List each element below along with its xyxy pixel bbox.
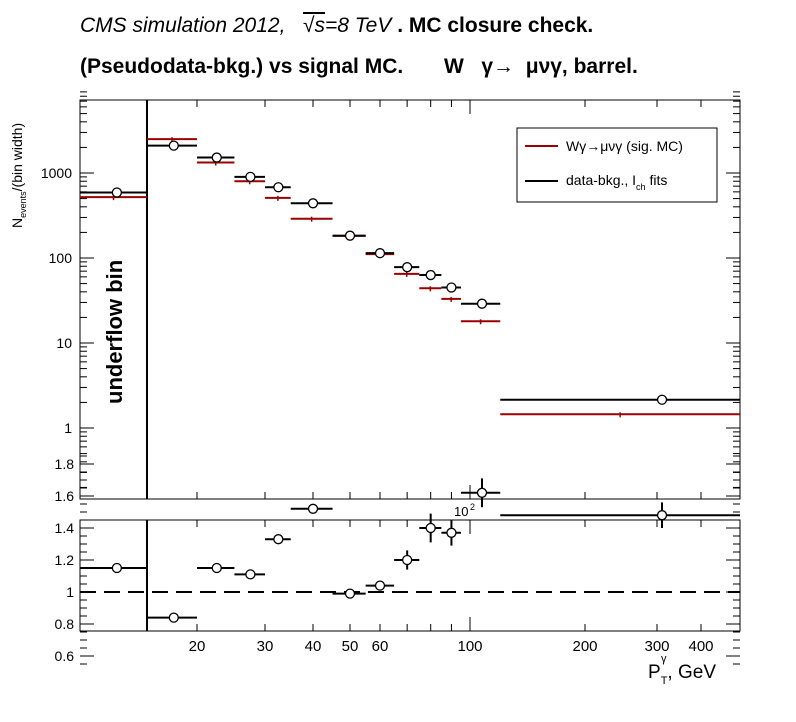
data-point (344, 230, 356, 241)
data-point (656, 394, 668, 405)
x-tick-label: 200 (572, 638, 597, 655)
title-closure: . MC closure check. (391, 14, 594, 37)
ratio-y-tick-label: 1 (66, 584, 74, 600)
legend-label-signal: Wγ→μνγ (sig. MC) (566, 138, 683, 154)
x-tick-label: 400 (688, 638, 713, 655)
legend-label-data: data-bkg., Ich fits (566, 172, 667, 192)
data-point (307, 198, 319, 209)
ratio-point (656, 510, 668, 521)
y-tick-label: 10 (56, 335, 72, 351)
data-point (111, 187, 123, 198)
y-tick-label: 100 (49, 250, 73, 266)
x-tick-label: 30 (257, 638, 274, 655)
ratio-point (374, 580, 386, 591)
ratio-point (211, 562, 222, 574)
ratio-y-tick-label: 1.6 (55, 488, 75, 504)
title-energy: =8 TeV (324, 14, 392, 37)
ratio-y-tick-label: 0.8 (55, 616, 75, 632)
ratio-point (273, 534, 284, 545)
data-point (168, 140, 179, 151)
x-exponent-sup: 2 (470, 502, 475, 512)
x-tick-label: 50 (342, 638, 359, 655)
x-axis-label-sup: γ (661, 653, 667, 665)
ratio-y-tick-label: 1.4 (55, 520, 75, 536)
y-tick-label: 1000 (41, 165, 72, 181)
ratio-y-tick-label: 1.2 (55, 552, 75, 568)
y-axis-label: Nevents/(bin width) (9, 123, 28, 228)
chart-title-line-2: (Pseudodata-bkg.) vs signal MC. W γ→ μνγ… (80, 55, 638, 78)
ratio-plot-panel: 0.6 0.8 1 1.2 1.4 1.6 1.8 20 30 40 50 60 100 200 300 40… (55, 455, 741, 687)
data-point (402, 262, 413, 273)
ratio-point (402, 554, 413, 566)
y-tick-label: 1 (64, 420, 72, 436)
ratio-point (307, 503, 319, 514)
data-point (446, 282, 457, 293)
ratio-point (245, 569, 256, 580)
data-point (425, 269, 436, 281)
x-tick-label: 100 (457, 638, 482, 655)
title-sim-label: CMS simulation 2012, (80, 14, 286, 37)
x-tick-label: 60 (372, 638, 389, 655)
x-tick-label: 20 (189, 638, 206, 655)
ratio-point (446, 527, 457, 538)
ratio-point (168, 612, 179, 623)
data-point (211, 152, 222, 163)
underflow-bin-label: underflow bin (102, 260, 127, 404)
x-exponent-label: 10 (454, 504, 468, 519)
ratio-point (425, 522, 436, 534)
legend: Wγ→μνγ (sig. MC) data-bkg., Ich fits (516, 127, 718, 203)
chart-title-line-1: CMS simulation 2012, √s=8 TeV . MC closu… (80, 14, 593, 38)
ratio-y-tick-label: 1.8 (55, 456, 75, 472)
title-sqrt-s: √s (302, 14, 325, 37)
ratio-plot-frame (79, 519, 741, 632)
data-point (273, 182, 284, 193)
x-axis-label: PT, GeV (648, 662, 716, 687)
data-point (476, 298, 488, 309)
ratio-point (344, 588, 356, 599)
ratio-point (476, 487, 488, 498)
data-point (374, 248, 386, 259)
main-plot-frame (79, 99, 741, 500)
ratio-y-tick-label: 0.6 (55, 648, 75, 664)
ratio-point (111, 562, 123, 574)
data-point (245, 171, 256, 183)
x-tick-label: 300 (644, 638, 669, 655)
legend-box (516, 127, 718, 203)
x-tick-label: 40 (305, 638, 322, 655)
